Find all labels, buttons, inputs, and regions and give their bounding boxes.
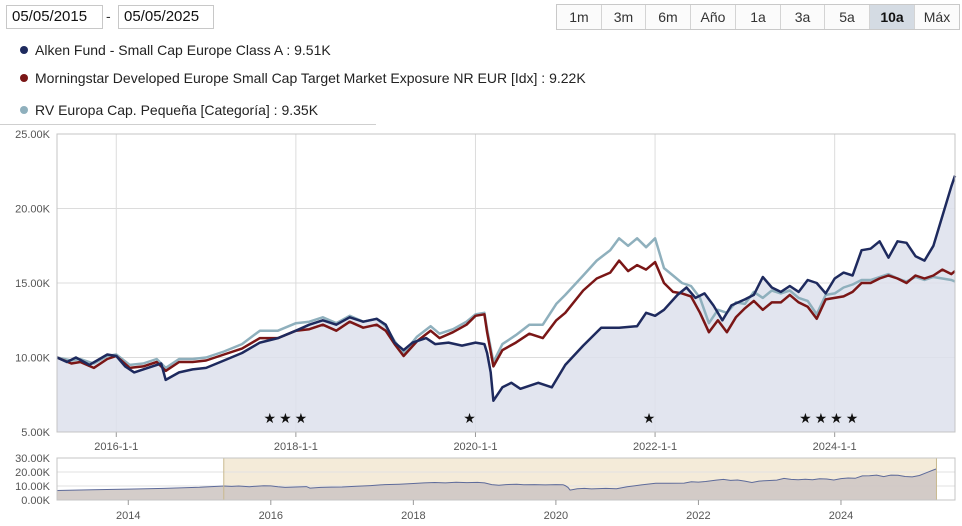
navigator-y-label: 10.00K — [15, 481, 51, 493]
legend-dot-icon — [20, 46, 28, 54]
range-button-1a[interactable]: 1a — [736, 5, 781, 29]
range-selector: 1m 3m 6m Año 1a 3a 5a 10a Máx — [556, 4, 960, 30]
rating-stars: ★ — [643, 410, 659, 426]
navigator-x-label: 2020 — [544, 510, 568, 522]
navigator-frame — [56, 457, 956, 501]
navigator-window-border — [223, 457, 937, 501]
category-series-line — [56, 237, 956, 370]
rating-stars: ★★★ — [264, 410, 311, 426]
legend-item-index[interactable]: Morningstar Developed Europe Small Cap T… — [20, 70, 586, 86]
navigator-x-label: 2022 — [686, 510, 710, 522]
navigator: 0.00K 10.00K 20.00K 30.00K 2014 2016 2018 2020 2… — [15, 453, 956, 522]
y-tick-label: 20.00K — [15, 204, 51, 216]
navigator-area — [57, 468, 937, 500]
navigator-x-label: 2018 — [401, 510, 425, 522]
legend-divider — [0, 124, 376, 125]
legend-dot-icon — [20, 74, 28, 82]
index-series-line — [56, 259, 956, 373]
range-button-1m[interactable]: 1m — [557, 5, 602, 29]
y-tick-label: 5.00K — [21, 427, 50, 439]
x-tick-label: 2024-1-1 — [813, 441, 857, 453]
date-to-input[interactable]: 05/05/2025 — [118, 5, 214, 29]
range-button-3a[interactable]: 3a — [781, 5, 825, 29]
range-button-max[interactable]: Máx — [915, 5, 959, 29]
navigator-x-label: 2016 — [259, 510, 283, 522]
ratings-layer: ★★★ ★ ★ ★★★★ — [264, 410, 861, 426]
x-tick-label: 2018-1-1 — [274, 441, 318, 453]
y-tick-label: 15.00K — [15, 278, 51, 290]
legend-item-fund[interactable]: Alken Fund - Small Cap Europe Class A : … — [20, 42, 331, 58]
fund-area-fill — [57, 175, 955, 432]
rating-stars: ★ — [463, 410, 479, 426]
x-tick-label: 2020-1-1 — [453, 441, 497, 453]
y-tick-label: 25.00K — [15, 129, 51, 141]
navigator-y-label: 30.00K — [15, 453, 51, 465]
plot-frame — [56, 133, 956, 433]
navigator-y-label: 0.00K — [21, 495, 50, 507]
x-tick-label: 2016-1-1 — [94, 441, 138, 453]
date-range-separator: - — [106, 8, 111, 24]
legend-label-fund: Alken Fund - Small Cap Europe Class A : … — [35, 42, 331, 58]
grid-layer — [57, 133, 955, 433]
axis-layer: 5.00K 10.00K 15.00K 20.00K 25.00K 2016-1-1 201… — [15, 129, 956, 453]
y-tick-label: 10.00K — [15, 353, 51, 365]
range-button-5a[interactable]: 5a — [825, 5, 870, 29]
range-button-ytd[interactable]: Año — [691, 5, 736, 29]
navigator-x-label: 2024 — [829, 510, 853, 522]
navigator-x-label: 2014 — [116, 510, 140, 522]
legend-dot-icon — [20, 106, 28, 114]
navigator-line — [56, 468, 937, 491]
legend-label-category: RV Europa Cap. Pequeña [Categoría] : 9.3… — [35, 102, 319, 118]
date-from-input[interactable]: 05/05/2015 — [6, 5, 103, 29]
range-button-3m[interactable]: 3m — [602, 5, 646, 29]
legend-label-index: Morningstar Developed Europe Small Cap T… — [35, 70, 586, 86]
range-button-10a[interactable]: 10a — [870, 5, 915, 29]
x-tick-label: 2022-1-1 — [633, 441, 677, 453]
legend-item-category[interactable]: RV Europa Cap. Pequeña [Categoría] : 9.3… — [20, 102, 318, 118]
navigator-y-label: 20.00K — [15, 467, 51, 479]
fund-series-line — [56, 175, 957, 402]
range-button-6m[interactable]: 6m — [646, 5, 691, 29]
rating-stars: ★★★★ — [799, 410, 861, 426]
navigator-window — [223, 458, 937, 500]
